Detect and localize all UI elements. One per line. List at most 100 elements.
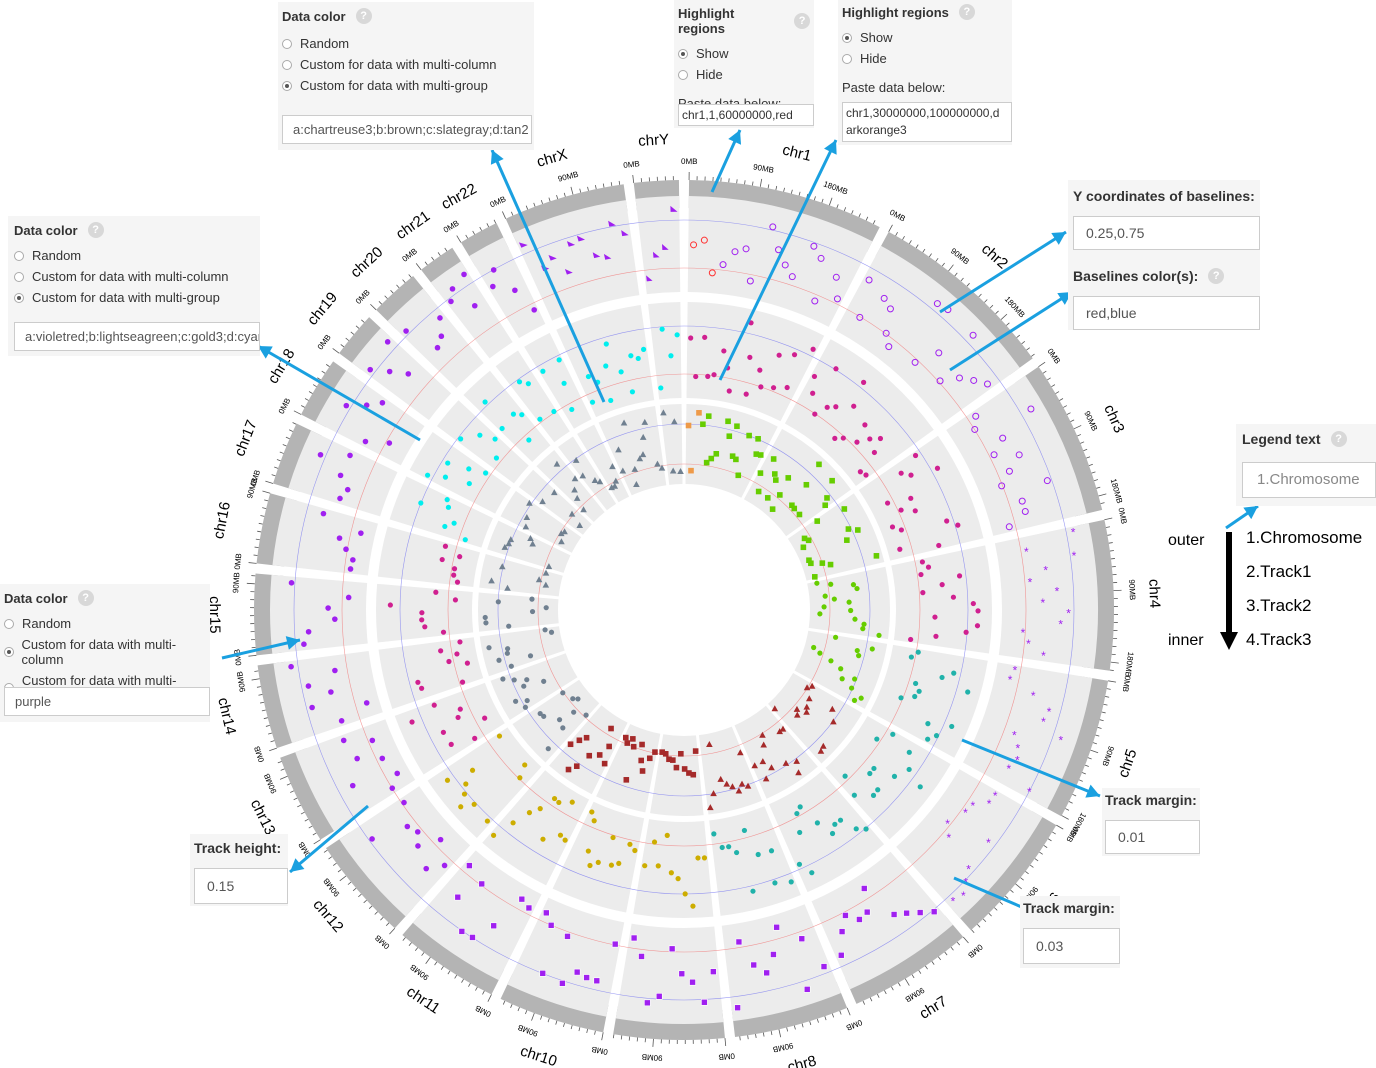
track2-point bbox=[469, 767, 476, 773]
track2-point bbox=[884, 500, 891, 506]
track3-point bbox=[821, 604, 827, 610]
tick-mark bbox=[414, 947, 419, 952]
tick-mark bbox=[555, 1020, 558, 1025]
track3-point bbox=[560, 725, 566, 731]
radio-multi-group[interactable]: Custom for data with multi-group bbox=[282, 78, 530, 93]
track2-point bbox=[448, 741, 454, 747]
radio-random[interactable]: Random bbox=[4, 616, 206, 631]
track3-point bbox=[696, 410, 702, 416]
radio-icon[interactable] bbox=[282, 38, 292, 49]
radio-icon[interactable] bbox=[282, 59, 292, 70]
track3-point bbox=[548, 629, 555, 635]
radio-icon[interactable] bbox=[282, 80, 292, 91]
tick-label: 0MB bbox=[1064, 825, 1080, 844]
track1-point: * bbox=[1008, 673, 1013, 687]
track2-point bbox=[422, 624, 428, 630]
track1-point bbox=[354, 755, 360, 762]
tick-mark bbox=[363, 899, 367, 904]
help-icon[interactable]: ? bbox=[958, 4, 975, 20]
radio-show[interactable]: Show bbox=[842, 30, 1008, 45]
color-input[interactable]: a:violetred;b:lightseagreen;c:gold3;d:cy… bbox=[14, 322, 260, 351]
highlight-input[interactable]: chr1,1,60000000,red bbox=[678, 104, 814, 126]
track1-point bbox=[547, 922, 555, 929]
tick-label: 90MB bbox=[262, 772, 278, 795]
radio-show[interactable]: Show bbox=[678, 46, 810, 61]
track-margin-input[interactable]: 0.03 bbox=[1023, 928, 1120, 964]
track2-point bbox=[757, 367, 763, 373]
radio-icon[interactable] bbox=[842, 32, 852, 43]
radio-icon[interactable] bbox=[678, 48, 688, 59]
highlight-input[interactable]: chr1,30000000,100000000,d arkorange3 bbox=[842, 102, 1012, 142]
track3-point bbox=[757, 452, 764, 458]
radio-multi-group[interactable]: Custom for data with multi-group bbox=[14, 290, 254, 305]
radio-icon[interactable] bbox=[14, 250, 24, 261]
tick-mark bbox=[472, 230, 475, 235]
track2-point bbox=[454, 651, 460, 657]
track2-point bbox=[920, 590, 926, 596]
color-input[interactable]: purple bbox=[4, 687, 210, 716]
radio-random[interactable]: Random bbox=[14, 248, 254, 263]
radio-icon[interactable] bbox=[14, 292, 24, 303]
annotation-arrow-head bbox=[1085, 784, 1100, 798]
y-coordinates-input[interactable]: 0.25,0.75 bbox=[1073, 216, 1260, 250]
tick-mark bbox=[253, 554, 258, 556]
track2-point bbox=[861, 379, 867, 385]
track-margin-input[interactable]: 0.01 bbox=[1105, 820, 1200, 854]
track3-point bbox=[808, 560, 814, 567]
radio-icon[interactable] bbox=[678, 69, 688, 80]
help-icon[interactable]: ? bbox=[1208, 268, 1225, 284]
track2-point bbox=[471, 801, 477, 807]
radio-multi-column[interactable]: Custom for data with multi-column bbox=[14, 269, 254, 284]
track3-bg-chr15 bbox=[478, 592, 559, 632]
track3-point bbox=[800, 544, 807, 551]
radio-icon[interactable] bbox=[14, 271, 24, 282]
panel-title: Baselines color(s): bbox=[1073, 268, 1199, 284]
color-input[interactable]: a:chartreuse3;b:brown;c:slategray;d:tan2 bbox=[282, 115, 532, 144]
track1-point bbox=[478, 880, 486, 888]
tick-mark bbox=[858, 213, 861, 218]
track3-point bbox=[505, 646, 511, 652]
radio-multi-column[interactable]: Custom for data with multi-column bbox=[282, 57, 530, 72]
radio-icon[interactable] bbox=[4, 647, 14, 657]
tick-label: 0MB bbox=[966, 942, 984, 960]
track2-point bbox=[519, 412, 525, 418]
track1-bg-chr7 bbox=[811, 851, 953, 990]
track2-point bbox=[949, 723, 955, 730]
radio-label: Show bbox=[696, 46, 729, 61]
tick-mark bbox=[285, 436, 290, 440]
help-icon[interactable]: ? bbox=[355, 8, 372, 24]
track1-point bbox=[349, 782, 356, 789]
tick-mark bbox=[911, 974, 915, 979]
track2-point bbox=[482, 715, 488, 721]
highlight-regions-panel-1: Highlight regions? Show Hide Paste data … bbox=[674, 0, 814, 128]
help-icon[interactable]: ? bbox=[1330, 431, 1347, 447]
track3-point bbox=[633, 480, 640, 487]
annotation-arrow-head bbox=[1243, 506, 1258, 520]
help-icon[interactable]: ? bbox=[87, 222, 104, 238]
radio-icon[interactable] bbox=[4, 618, 14, 629]
radio-hide[interactable]: Hide bbox=[678, 67, 810, 82]
tick-mark bbox=[948, 264, 954, 272]
track1-bg-chr1 bbox=[687, 196, 873, 327]
legend-text-input[interactable]: 1.Chromosome bbox=[1242, 462, 1376, 498]
track-height-input[interactable]: 0.15 bbox=[194, 868, 288, 904]
track3-point bbox=[606, 743, 612, 750]
track1-bg-chr21 bbox=[430, 261, 513, 359]
track3-point bbox=[612, 477, 620, 484]
tick-mark bbox=[1108, 542, 1113, 544]
radio-icon[interactable] bbox=[842, 53, 852, 64]
track3-point bbox=[524, 677, 530, 683]
radio-random[interactable]: Random bbox=[282, 36, 530, 51]
legend-item-track1: 2.Track1 bbox=[1246, 562, 1312, 581]
help-icon[interactable]: ? bbox=[77, 590, 94, 606]
track2-point bbox=[446, 658, 452, 665]
track2-point bbox=[871, 449, 878, 456]
baseline-color-input[interactable]: red,blue bbox=[1073, 296, 1260, 330]
radio-multi-column[interactable]: Custom for data with multi-column bbox=[4, 637, 206, 667]
track2-point bbox=[589, 399, 596, 405]
track2-point bbox=[719, 844, 725, 851]
track2-bg-chr5 bbox=[870, 644, 988, 758]
tick-mark bbox=[461, 978, 464, 983]
help-icon[interactable]: ? bbox=[794, 13, 810, 29]
radio-hide[interactable]: Hide bbox=[842, 51, 1008, 66]
